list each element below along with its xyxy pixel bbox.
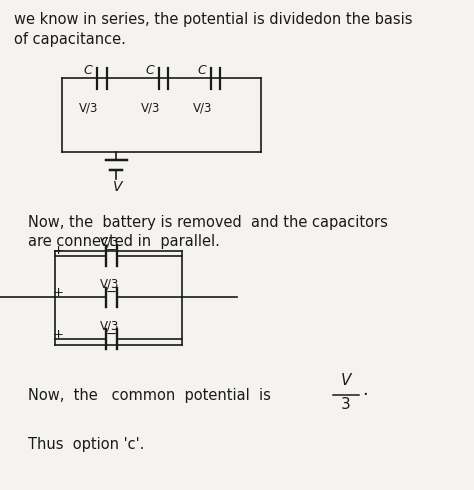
- Text: +: +: [53, 245, 64, 257]
- Text: V/3: V/3: [141, 102, 160, 115]
- Text: V/3: V/3: [100, 236, 119, 249]
- Text: Now,  the   common  potential  is: Now, the common potential is: [28, 388, 271, 403]
- Text: we know in series, the potential is dividedon the basis: we know in series, the potential is divi…: [14, 12, 413, 27]
- Text: V/3: V/3: [100, 278, 119, 291]
- Text: −: −: [106, 245, 117, 257]
- Text: −: −: [106, 286, 117, 299]
- Text: Now, the  battery is removed  and the capacitors: Now, the battery is removed and the capa…: [28, 215, 388, 230]
- Text: 3: 3: [341, 397, 351, 412]
- Text: +: +: [53, 286, 64, 299]
- Text: +: +: [53, 328, 64, 341]
- Text: C: C: [198, 65, 206, 77]
- Text: are connected in  parallel.: are connected in parallel.: [28, 234, 220, 249]
- Text: V: V: [113, 180, 122, 194]
- Text: of capacitance.: of capacitance.: [14, 32, 126, 47]
- Text: V/3: V/3: [100, 319, 119, 332]
- Text: .: .: [362, 381, 368, 399]
- Text: C: C: [146, 65, 154, 77]
- Text: Thus  option 'c'.: Thus option 'c'.: [28, 437, 145, 452]
- Text: C: C: [84, 65, 92, 77]
- Text: V: V: [341, 373, 351, 388]
- Text: V/3: V/3: [193, 102, 212, 115]
- Text: −: −: [106, 328, 117, 341]
- Text: V/3: V/3: [79, 102, 99, 115]
